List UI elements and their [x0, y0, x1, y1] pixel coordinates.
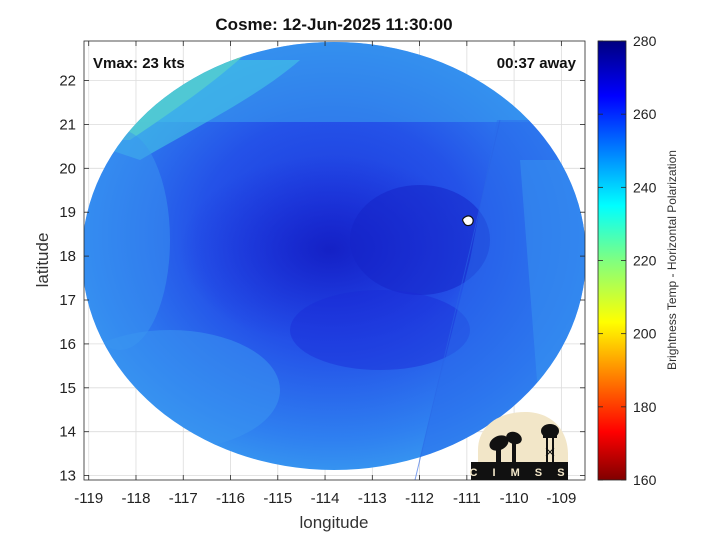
x-tick-label: -112 [405, 490, 434, 507]
x-tick-label: -111 [453, 490, 481, 507]
y-tick-label: 16 [59, 336, 76, 353]
logo-text: C I M S S [469, 467, 570, 479]
plot-frame [83, 40, 586, 481]
chart-title: Cosme: 12-Jun-2025 11:30:00 [215, 15, 452, 34]
x-tick-label: -110 [500, 490, 529, 507]
y-tick-label: 17 [59, 292, 76, 309]
convective-core-east [350, 185, 490, 295]
x-tick-label: -109 [546, 490, 576, 507]
storm-center-marker [462, 215, 474, 227]
colorbar-tick-label: 180 [633, 399, 657, 415]
convective-core-south [290, 290, 470, 370]
time-away-label: 00:37 away [497, 55, 577, 72]
colorbar: 160 180 200 220 240 260 280 Brightness Temp - … [597, 33, 679, 488]
y-tick-label: 20 [59, 160, 76, 177]
y-axis-label: latitude [33, 233, 52, 288]
x-axis-label: longitude [299, 513, 368, 532]
y-tick-label: 21 [59, 116, 76, 133]
colorbar-ticks: 160 180 200 220 240 260 280 [598, 33, 657, 488]
colorbar-tick-label: 200 [633, 326, 657, 342]
colorbar-tick-label: 280 [633, 33, 657, 49]
axis-ticks [84, 41, 585, 480]
logo-banner [471, 462, 568, 480]
vmax-label: Vmax: 23 kts [93, 55, 185, 72]
colorbar-tick-label: 260 [633, 106, 657, 122]
x-tick-label: -113 [358, 490, 387, 507]
cimss-logo: C I M S S [469, 412, 570, 480]
x-tick-labels: -119 -118 -117 -116 -115 -114 -113 -112 -111 -110… [74, 490, 576, 507]
swath-seam [414, 119, 501, 480]
y-tick-label: 19 [59, 204, 76, 221]
y-tick-labels: 13 14 15 16 17 18 19 20 21 22 [59, 73, 76, 485]
y-tick-label: 14 [59, 424, 76, 441]
x-tick-label: -117 [169, 490, 198, 507]
y-tick-label: 22 [59, 73, 76, 90]
y-tick-label: 15 [59, 380, 76, 397]
colorbar-tick-label: 160 [633, 472, 657, 488]
colorbar-label: Brightness Temp - Horizontal Polarizatio… [665, 150, 679, 370]
y-tick-label: 13 [59, 468, 76, 485]
colorbar-tick-label: 220 [633, 253, 657, 269]
x-tick-label: -115 [263, 490, 292, 507]
x-tick-label: -116 [216, 490, 245, 507]
logo-tower-icon [541, 424, 559, 462]
plot-area: Vmax: 23 kts 00:37 away C I M S S [83, 40, 586, 481]
x-tick-label: -118 [122, 490, 151, 507]
x-tick-label: -119 [74, 490, 103, 507]
y-tick-label: 18 [59, 248, 76, 265]
x-tick-label: -114 [311, 490, 340, 507]
colorbar-tick-label: 240 [633, 179, 657, 195]
logo-dishes-icon [489, 431, 522, 462]
